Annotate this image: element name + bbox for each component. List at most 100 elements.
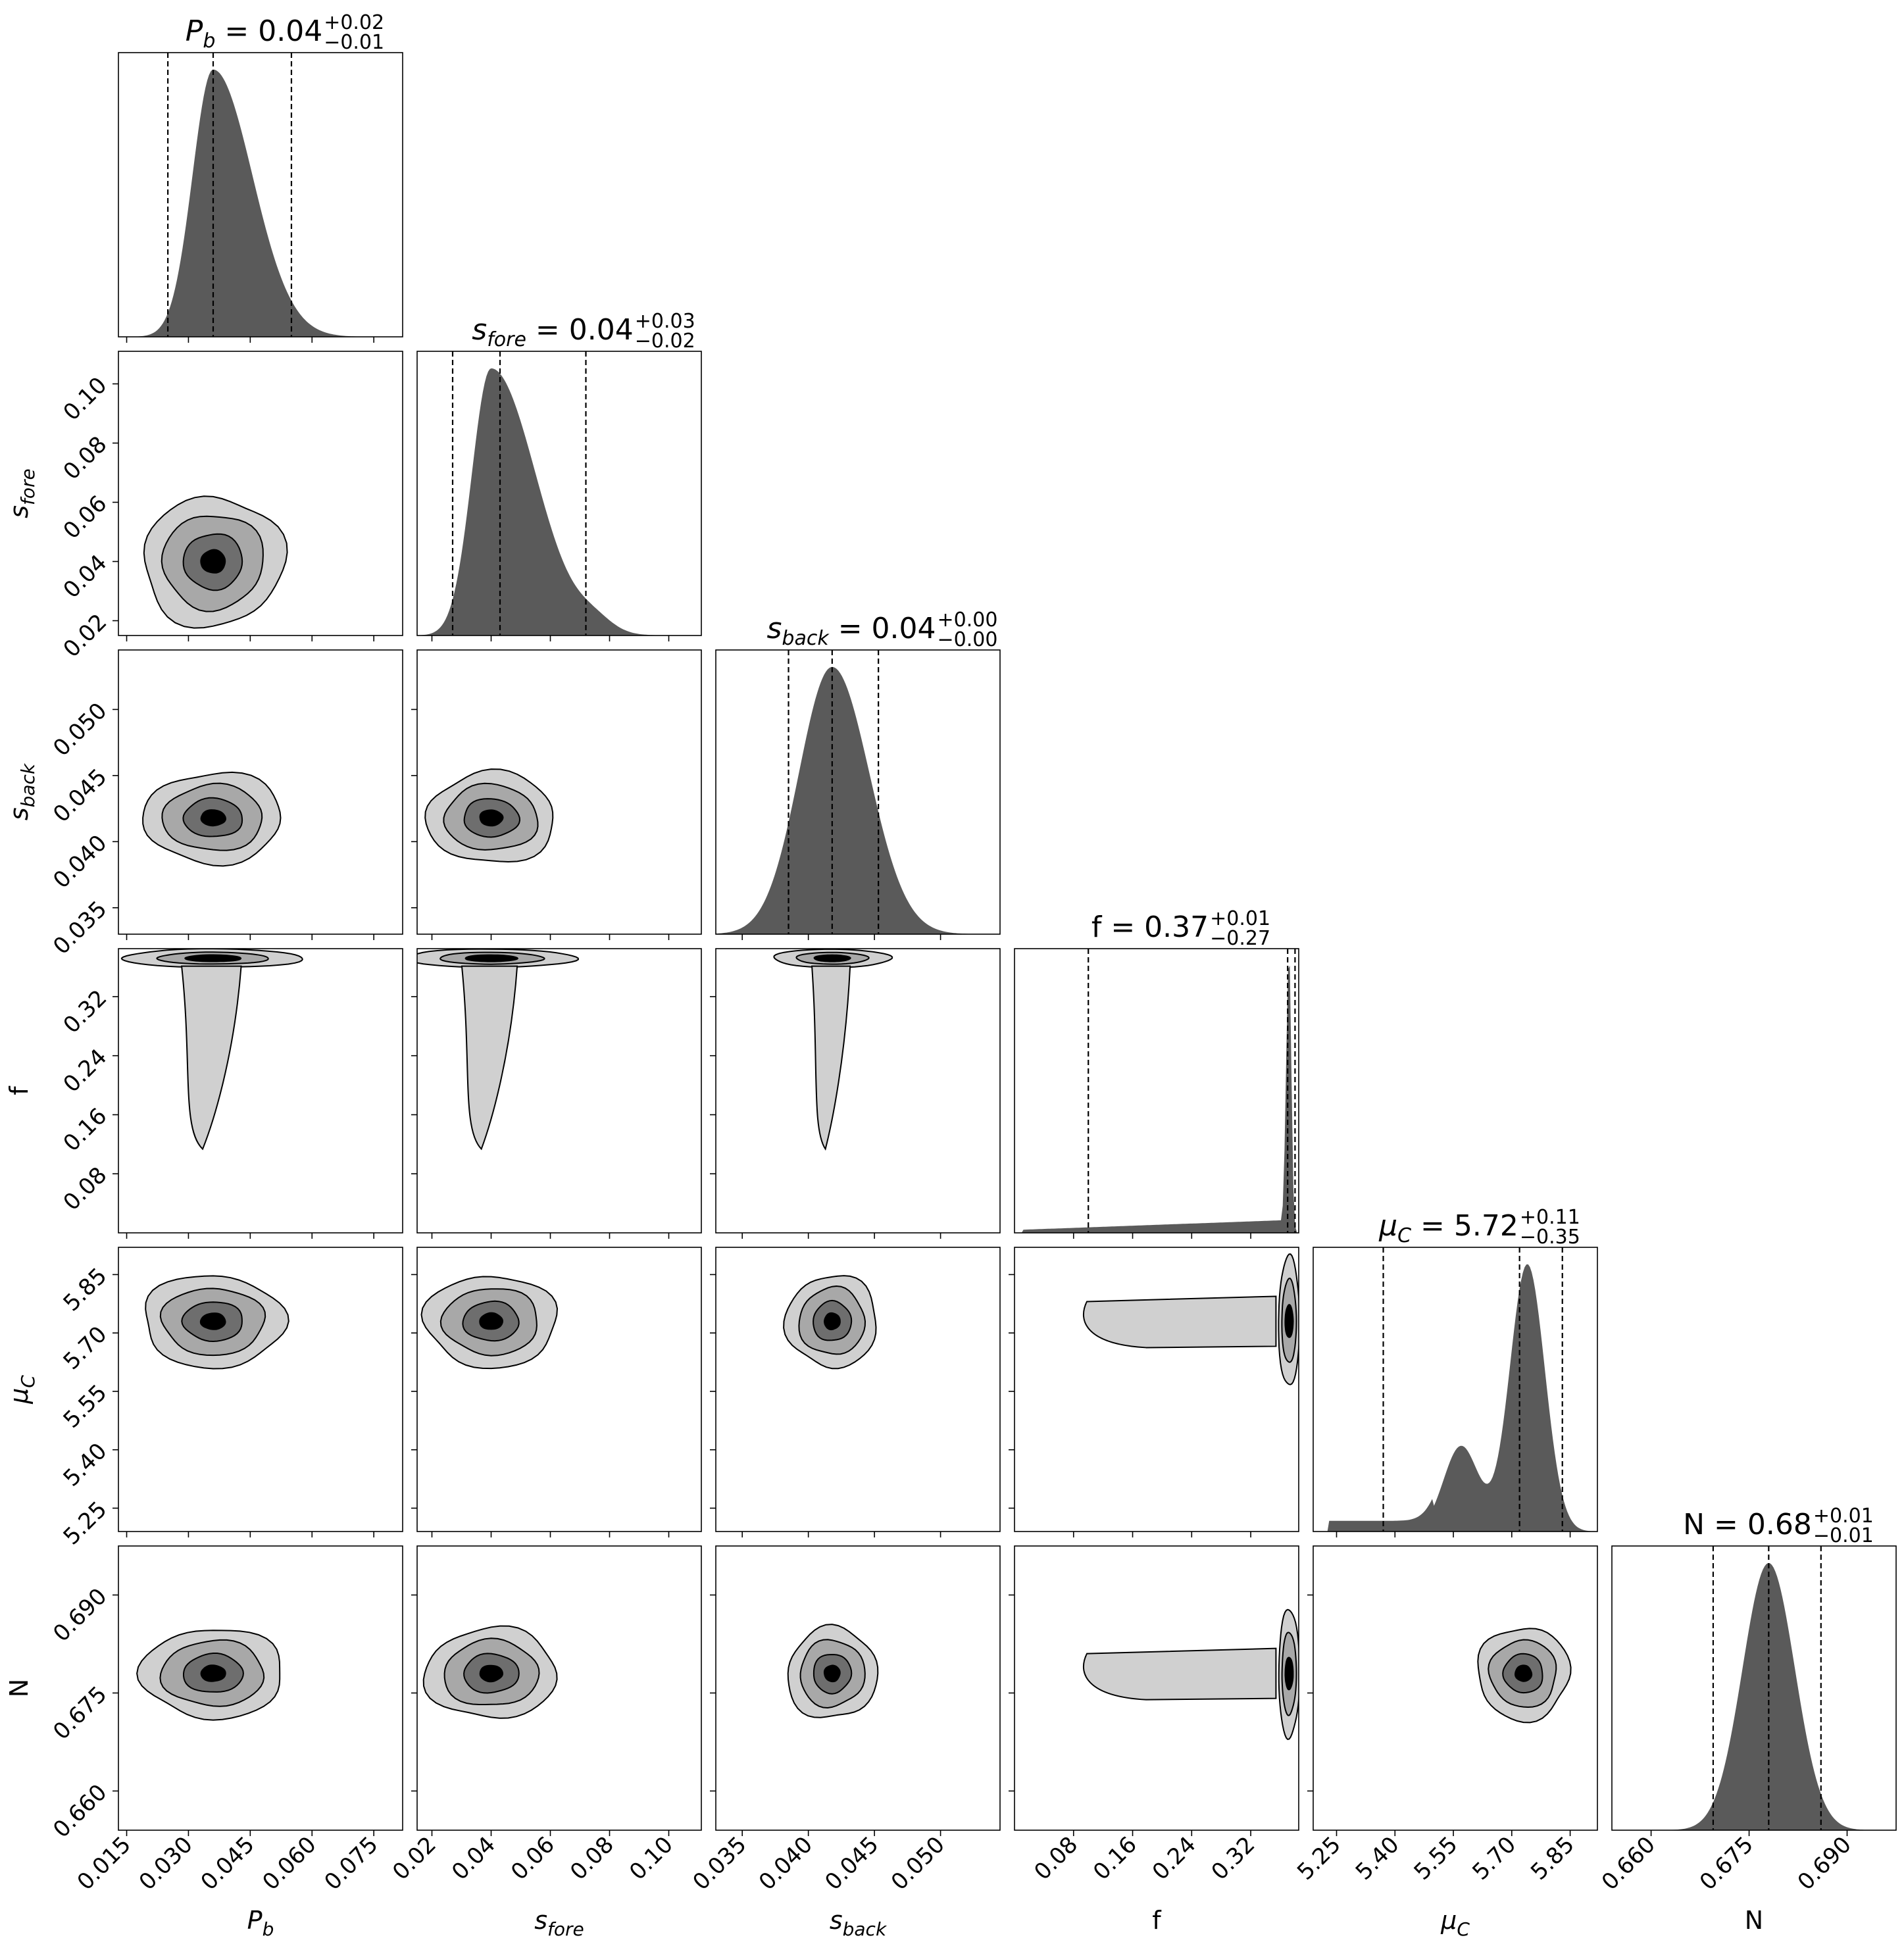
contour-panel-Pb-sback xyxy=(118,649,403,935)
title-sfore: sfore = 0.04 xyxy=(472,313,633,351)
hist-f xyxy=(1015,965,1299,1233)
y-tick-label: 0.690 xyxy=(48,1583,112,1647)
contour-level-4 xyxy=(479,1312,504,1330)
contour-panel-f-muC xyxy=(1014,1247,1299,1532)
x-tick-label: 5.55 xyxy=(1409,1832,1463,1885)
axis-label-y-f: f xyxy=(5,1085,34,1095)
y-tick-label: 0.10 xyxy=(59,372,113,426)
panel-frame xyxy=(416,1545,702,1831)
panel-frame xyxy=(118,649,403,935)
contour-level-4 xyxy=(813,954,851,962)
contour-level-4 xyxy=(479,809,504,827)
contour-level-1-tail xyxy=(1082,1295,1277,1349)
title-err-minus-sback: −0.00 xyxy=(938,628,998,651)
panel-frame xyxy=(715,649,1001,935)
contour-panel-sback-f xyxy=(715,948,1001,1234)
hist-panel-f xyxy=(1014,948,1299,1234)
panel-frame xyxy=(118,1247,403,1532)
x-tick-label: 0.02 xyxy=(388,1832,441,1885)
hist-sback xyxy=(716,666,1000,934)
contour-level-4 xyxy=(200,809,227,827)
contour-panel-Pb-muC xyxy=(118,1247,403,1532)
y-tick-label: 0.24 xyxy=(59,1044,113,1098)
hist-panel-Pb xyxy=(118,52,403,337)
y-tick-label: 0.660 xyxy=(48,1779,112,1843)
panel-frame xyxy=(1014,1545,1299,1831)
y-tick-label: 5.85 xyxy=(59,1263,113,1317)
axis-label-x-sfore: sfore xyxy=(534,1906,584,1940)
hist-Pb xyxy=(118,69,403,337)
panel-frame xyxy=(118,52,403,337)
y-tick-label: 0.040 xyxy=(48,830,112,893)
y-tick-label: 5.25 xyxy=(59,1497,113,1551)
x-tick-label: 5.40 xyxy=(1351,1832,1405,1885)
hist-panel-muC xyxy=(1313,1247,1598,1532)
contour-panel-Pb-f xyxy=(118,948,403,1234)
contour-level-4 xyxy=(184,954,241,962)
x-tick-label: 0.16 xyxy=(1088,1832,1142,1885)
panel-frame xyxy=(715,948,1001,1234)
panel-frame xyxy=(118,1545,403,1831)
panel-frame xyxy=(416,1247,702,1532)
y-tick-label: 0.06 xyxy=(59,491,113,545)
y-tick-label: 0.050 xyxy=(48,697,112,761)
panel-frame xyxy=(1014,1247,1299,1532)
contour-level-4 xyxy=(823,1664,841,1683)
y-tick-label: 5.70 xyxy=(59,1321,113,1375)
panel-frame xyxy=(1014,948,1299,1234)
y-tick-label: 0.16 xyxy=(59,1103,113,1157)
contour-level-4 xyxy=(464,954,518,962)
x-tick-label: 0.660 xyxy=(1597,1832,1661,1895)
contour-panel-sfore-sback xyxy=(416,649,702,935)
x-tick-label: 0.675 xyxy=(1695,1832,1759,1895)
x-tick-label: 0.690 xyxy=(1793,1832,1857,1895)
x-tick-label: 0.24 xyxy=(1147,1832,1201,1885)
x-tick-label: 0.040 xyxy=(754,1832,818,1895)
panel-grid xyxy=(118,52,1897,1831)
axis-label-x-muC: μC xyxy=(1440,1906,1470,1940)
title-err-plus-f: +0.01 xyxy=(1210,907,1270,930)
x-tick-label: 0.030 xyxy=(134,1832,198,1895)
y-tick-label: 0.675 xyxy=(48,1682,112,1745)
panel-frame xyxy=(118,351,403,636)
y-tick-label: 5.55 xyxy=(59,1380,113,1433)
x-tick-label: 0.08 xyxy=(565,1832,619,1885)
x-tick-label: 0.10 xyxy=(624,1832,678,1885)
x-tick-label: 5.85 xyxy=(1526,1832,1580,1885)
x-tick-label: 0.32 xyxy=(1207,1832,1261,1885)
hist-muC xyxy=(1313,1264,1597,1532)
axis-label-y-N: N xyxy=(5,1679,34,1697)
contour-level-1-tail xyxy=(180,965,242,1151)
panel-frame xyxy=(1611,1545,1897,1831)
y-tick-label: 5.40 xyxy=(59,1438,113,1492)
contour-level-1-tail xyxy=(1082,1647,1277,1701)
contour-panel-f-N xyxy=(1014,1545,1299,1831)
contour-panel-sfore-f xyxy=(416,948,702,1234)
title-err-minus-muC: −0.35 xyxy=(1520,1226,1580,1249)
contour-level-4 xyxy=(1284,1304,1294,1338)
contour-level-1-tail xyxy=(461,965,518,1151)
y-tick-label: 0.02 xyxy=(59,609,113,663)
contour-panel-sfore-N xyxy=(416,1545,702,1831)
x-tick-label: 0.08 xyxy=(1029,1832,1083,1885)
y-tick-label: 0.04 xyxy=(59,550,113,604)
axis-label-x-f: f xyxy=(1152,1906,1162,1935)
panel-frame xyxy=(416,948,702,1234)
contour-level-4 xyxy=(823,1312,841,1331)
title-sback: sback = 0.04 xyxy=(766,612,936,650)
x-tick-label: 0.04 xyxy=(447,1832,501,1885)
panel-frame xyxy=(1313,1247,1598,1532)
title-err-plus-N: +0.01 xyxy=(1813,1505,1874,1528)
contour-level-4 xyxy=(199,1312,226,1330)
hist-panel-sback xyxy=(715,649,1001,935)
contour-level-1-tail xyxy=(811,965,851,1151)
title-N: N = 0.68 xyxy=(1683,1508,1812,1541)
title-Pb: Pb = 0.04 xyxy=(186,14,322,53)
x-tick-label: 0.060 xyxy=(258,1832,322,1895)
title-f: f = 0.37 xyxy=(1091,910,1209,944)
hist-N xyxy=(1612,1562,1896,1830)
x-tick-label: 0.015 xyxy=(72,1832,136,1895)
contour-panel-Pb-N xyxy=(118,1545,403,1831)
